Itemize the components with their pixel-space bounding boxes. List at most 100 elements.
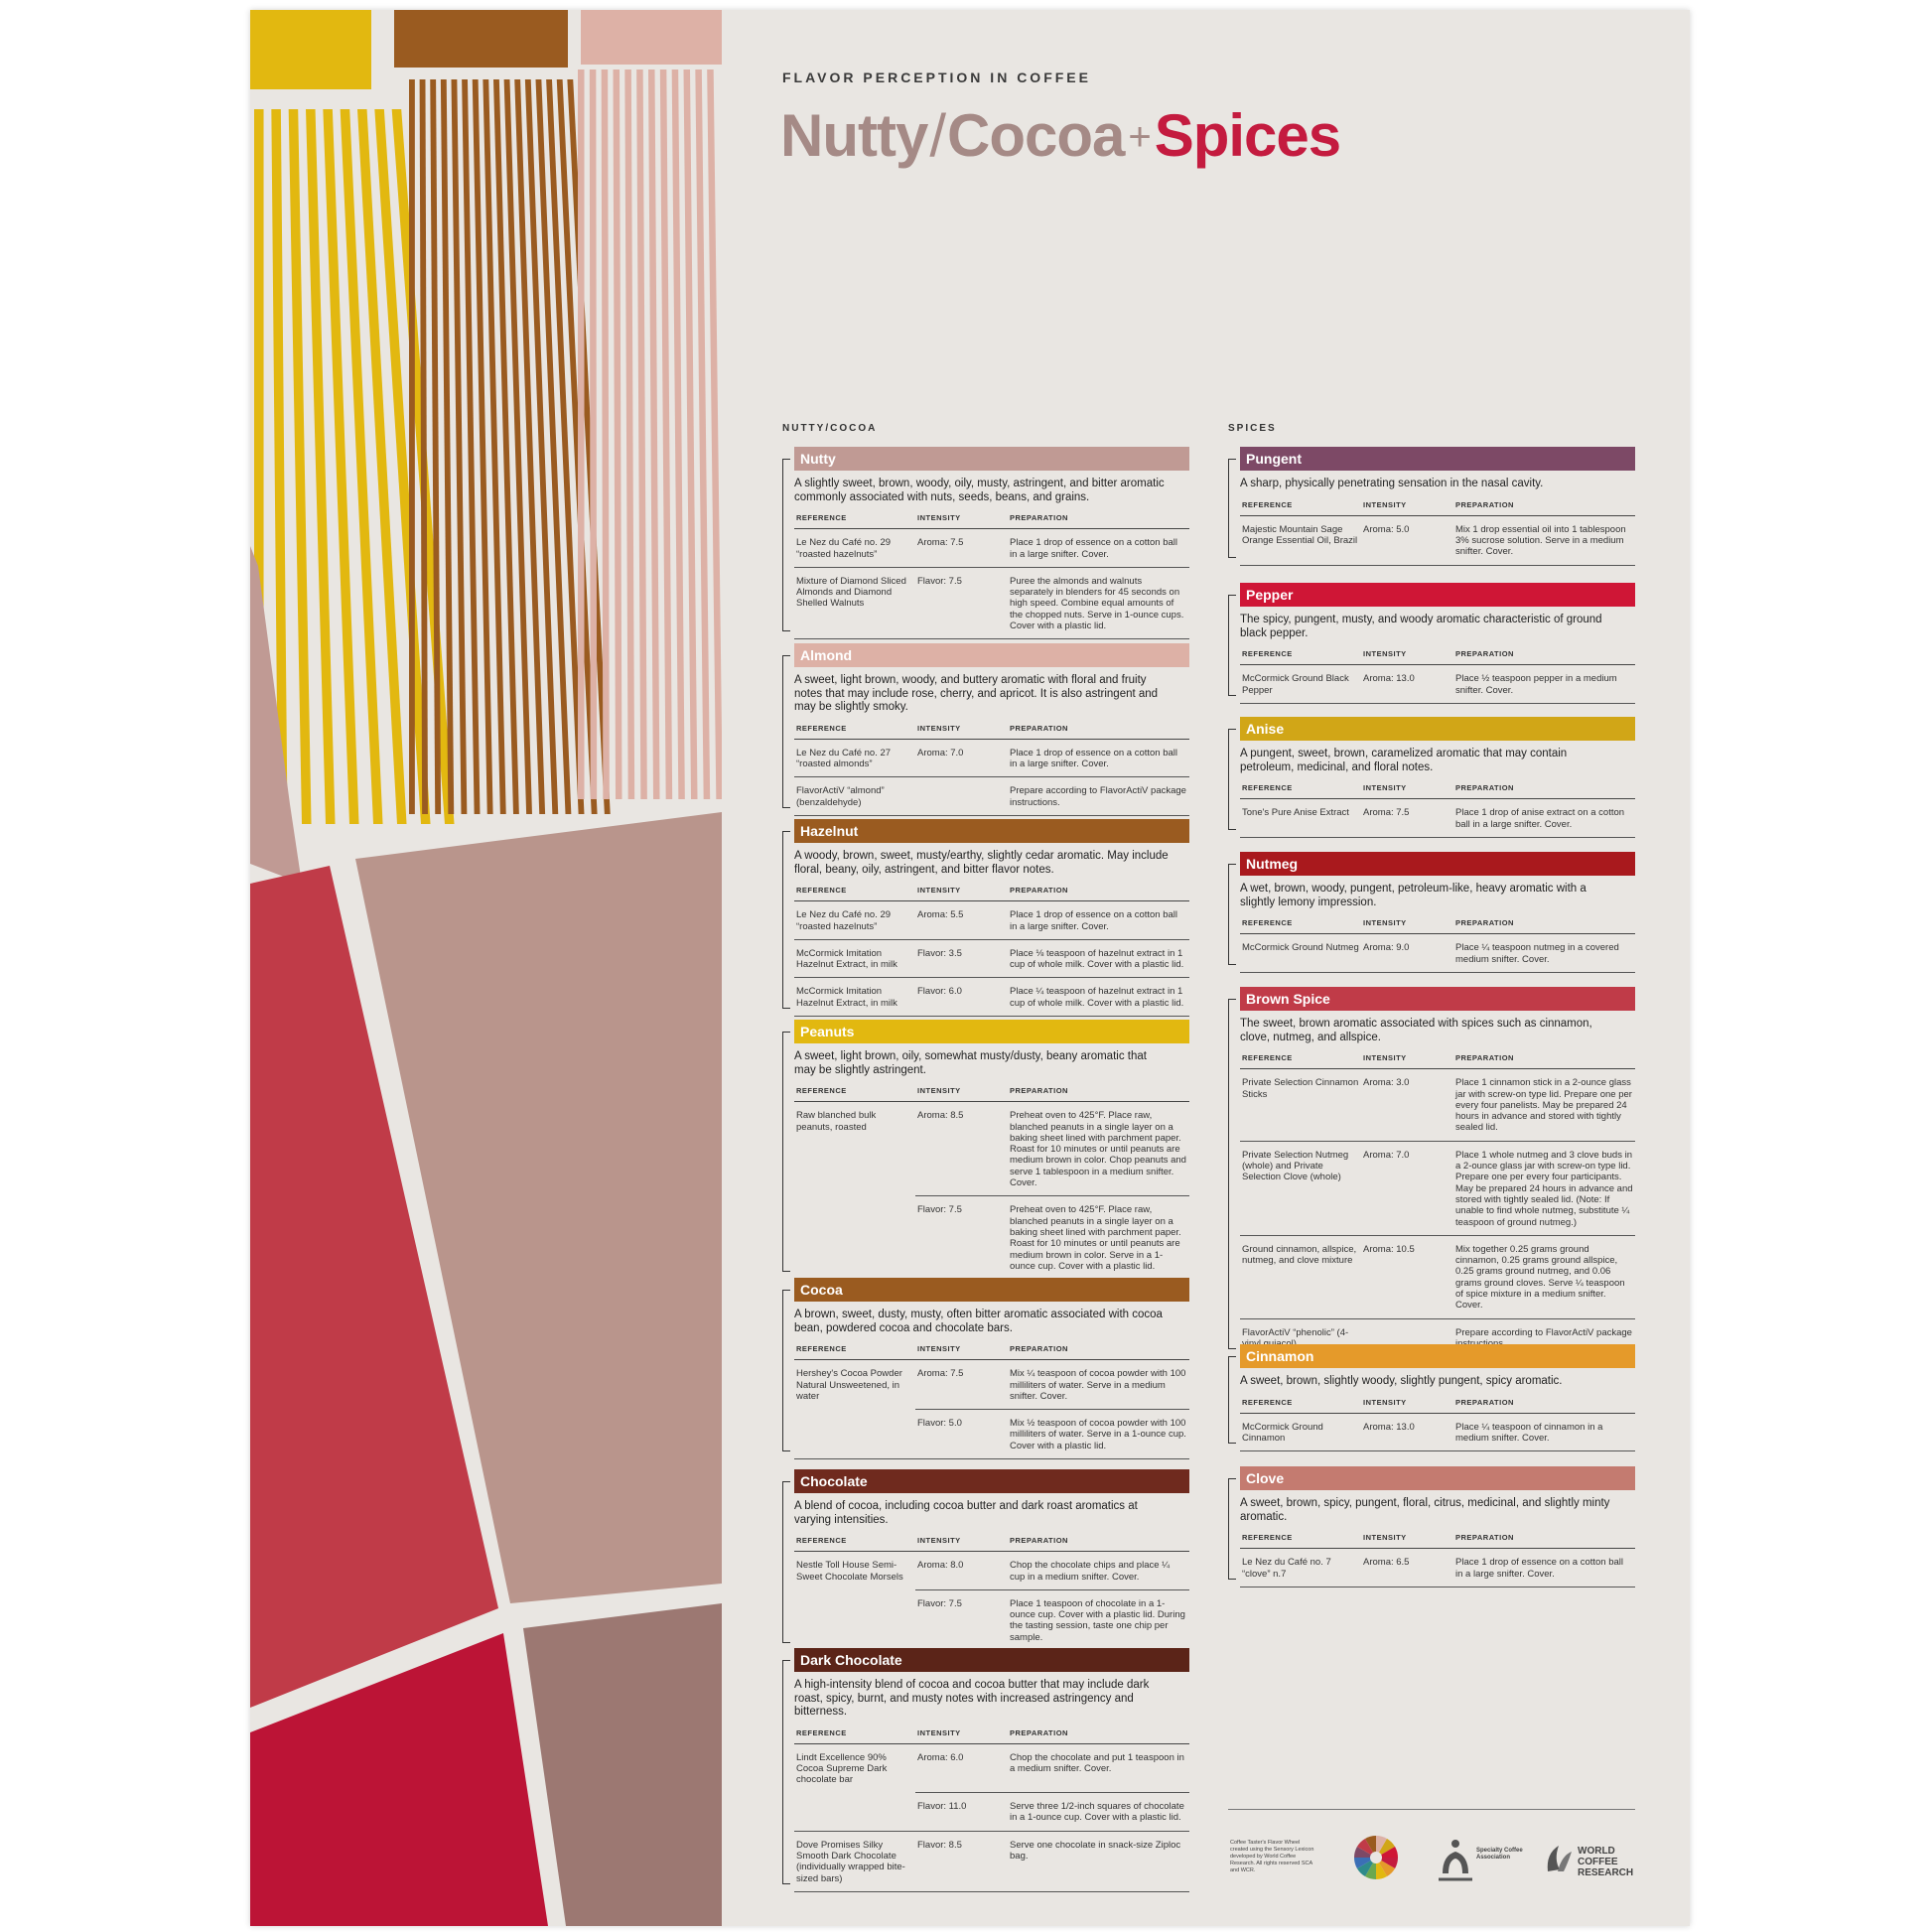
wheel-slice bbox=[1365, 1858, 1376, 1879]
cell-preparation: Place 1 cinnamon stick in a 2-ounce glas… bbox=[1453, 1068, 1635, 1142]
section-title-bar: Chocolate bbox=[794, 1469, 1189, 1493]
reference-table: REFERENCE INTENSITY PREPARATION Nestle Toll… bbox=[794, 1533, 1189, 1652]
section-description: The spicy, pungent, musty, and woody aro… bbox=[1240, 614, 1602, 639]
flavor-wheel-icon bbox=[1354, 1836, 1398, 1879]
art-stripe bbox=[472, 79, 493, 814]
wheel-center bbox=[1370, 1852, 1382, 1863]
art-stripe bbox=[357, 109, 407, 824]
cell-reference: Ground cinnamon, allspice, nutmeg, and c… bbox=[1240, 1235, 1361, 1319]
column-header-reference: REFERENCE bbox=[794, 1341, 915, 1361]
section-title-bar: Brown Spice bbox=[1240, 987, 1635, 1011]
section-bracket bbox=[782, 1660, 790, 1884]
column-header-intensity: INTENSITY bbox=[1361, 1050, 1453, 1070]
table-row: Flavor: 5.0 Mix ½ teaspoon of cocoa powde… bbox=[794, 1409, 1189, 1460]
cell-reference: FlavorActiV “almond” (benzaldehyde) bbox=[794, 776, 915, 816]
flavor-section-cinnamon: Cinnamon A sweet, brown, slightly woody, … bbox=[1228, 1344, 1635, 1452]
column-header-reference: REFERENCE bbox=[1240, 496, 1361, 516]
section-bracket bbox=[1228, 729, 1236, 830]
art-stripe bbox=[419, 79, 428, 814]
section-bracket bbox=[1228, 864, 1236, 965]
section-title-bar: Hazelnut bbox=[794, 819, 1189, 843]
cell-preparation: Place 1 teaspoon of chocolate in a 1-oun… bbox=[1008, 1589, 1189, 1652]
cell-preparation: Place ¼ teaspoon nutmeg in a covered med… bbox=[1453, 933, 1635, 973]
column-header-reference: REFERENCE bbox=[794, 1533, 915, 1553]
table-row: Flavor: 7.5 Place 1 teaspoon of chocolate… bbox=[794, 1589, 1189, 1652]
art-stripe bbox=[340, 109, 383, 824]
column-header-preparation: PREPARATION bbox=[1008, 1725, 1189, 1744]
column-header-intensity: INTENSITY bbox=[1361, 1530, 1453, 1550]
cell-preparation: Place 1 drop of essence on a cotton ball… bbox=[1453, 1548, 1635, 1587]
cell-intensity: Flavor: 7.5 bbox=[915, 1195, 1008, 1281]
section-description: A high-intensity blend of cocoa and coco… bbox=[794, 1679, 1150, 1718]
table-row: Lindt Excellence 90% Cocoa Supreme Dark … bbox=[794, 1743, 1189, 1794]
cell-intensity bbox=[915, 776, 1008, 816]
table-row: Dove Promises Silky Smooth Dark Chocolat… bbox=[794, 1831, 1189, 1892]
art-stripe bbox=[323, 109, 359, 824]
cell-intensity: Aroma: 13.0 bbox=[1361, 1413, 1453, 1452]
column-header-reference: REFERENCE bbox=[1240, 1394, 1361, 1414]
cell-preparation: Place 1 drop of essence on a cotton ball… bbox=[1008, 528, 1189, 568]
section-description: A blend of cocoa, including cocoa butter… bbox=[794, 1500, 1138, 1526]
credit-text: Coffee Taster's Flavor Wheel created usi… bbox=[1230, 1840, 1314, 1873]
column-header-preparation: PREPARATION bbox=[1008, 1533, 1189, 1553]
column-header-reference: REFERENCE bbox=[1240, 915, 1361, 935]
flavor-section-brown-spice: Brown Spice The sweet, brown aromatic ass… bbox=[1228, 987, 1635, 1358]
art-stripe bbox=[462, 79, 481, 814]
art-stripe bbox=[695, 69, 711, 799]
table-row: Tone's Pure Anise Extract Aroma: 7.5 Place… bbox=[1240, 798, 1635, 838]
table-row: McCormick Imitation Hazelnut Extract, in… bbox=[794, 939, 1189, 979]
section-bracket bbox=[1228, 999, 1236, 1350]
wheel-slice bbox=[1354, 1847, 1376, 1858]
art-stripe bbox=[374, 109, 431, 824]
section-description: A sweet, light brown, woody, and buttery… bbox=[794, 674, 1159, 713]
section-title-bar: Almond bbox=[794, 643, 1189, 667]
section-title-bar: Anise bbox=[1240, 717, 1635, 741]
column-header-intensity: INTENSITY bbox=[1361, 780, 1453, 800]
wheel-slice bbox=[1365, 1836, 1376, 1858]
reference-table: REFERENCE INTENSITY PREPARATION McCormick G… bbox=[1240, 646, 1635, 704]
cell-intensity: Aroma: 7.5 bbox=[915, 528, 1008, 568]
table-row: McCormick Ground Cinnamon Aroma: 13.0 Plac… bbox=[1240, 1413, 1635, 1452]
flavor-section-hazelnut: Hazelnut A woody, brown, sweet, musty/ear… bbox=[782, 819, 1189, 1018]
cell-intensity: Flavor: 6.0 bbox=[915, 977, 1008, 1018]
reference-table: REFERENCE INTENSITY PREPARATION Private Sel… bbox=[1240, 1050, 1635, 1358]
cell-preparation: Serve three 1/2-inch squares of chocolat… bbox=[1008, 1792, 1189, 1832]
almond-stripes bbox=[578, 69, 722, 799]
cell-intensity: Aroma: 10.5 bbox=[1361, 1235, 1453, 1319]
column-header-reference: REFERENCE bbox=[794, 720, 915, 740]
cell-reference: Private Selection Cinnamon Sticks bbox=[1240, 1068, 1361, 1142]
column-header-preparation: PREPARATION bbox=[1453, 1394, 1635, 1414]
flavor-section-peanuts: Peanuts A sweet, light brown, oily, somew… bbox=[782, 1020, 1189, 1281]
reference-table: REFERENCE INTENSITY PREPARATION Tone's Pure… bbox=[1240, 780, 1635, 838]
column-header-preparation: PREPARATION bbox=[1008, 1083, 1189, 1103]
art-stripe bbox=[683, 69, 698, 799]
wheel-slice bbox=[1356, 1838, 1376, 1858]
cell-preparation: Place ¼ teaspoon of cinnamon in a medium… bbox=[1453, 1413, 1635, 1452]
column-header-intensity: INTENSITY bbox=[1361, 496, 1453, 516]
reference-table: REFERENCE INTENSITY PREPARATION Raw blanche… bbox=[794, 1083, 1189, 1281]
flavor-section-cocoa: Cocoa A brown, sweet, dusty, musty, often… bbox=[782, 1278, 1189, 1460]
section-description: A woody, brown, sweet, musty/earthy, sli… bbox=[794, 850, 1169, 876]
cell-intensity: Flavor: 11.0 bbox=[915, 1792, 1008, 1832]
column-header-reference: REFERENCE bbox=[794, 510, 915, 530]
section-title-bar: Pepper bbox=[1240, 583, 1635, 607]
cell-intensity: Aroma: 7.0 bbox=[1361, 1141, 1453, 1236]
table-row: Mixture of Diamond Sliced Almonds and Di… bbox=[794, 567, 1189, 640]
section-title-bar: Nutty bbox=[794, 447, 1189, 471]
column-header-intensity: INTENSITY bbox=[915, 720, 1008, 740]
section-bracket bbox=[782, 655, 790, 808]
flavor-section-pungent: Pungent A sharp, physically penetrating s… bbox=[1228, 447, 1635, 566]
table-row: Le Nez du Café no. 27 “roasted almonds” A… bbox=[794, 739, 1189, 778]
reference-table: REFERENCE INTENSITY PREPARATION Le Nez du C… bbox=[1240, 1530, 1635, 1587]
section-title-bar: Cinnamon bbox=[1240, 1344, 1635, 1368]
flavor-section-chocolate: Chocolate A blend of cocoa, including coc… bbox=[782, 1469, 1189, 1652]
table-row: Private Selection Cinnamon Sticks Aroma: … bbox=[1240, 1068, 1635, 1142]
flavor-section-clove: Clove A sweet, brown, spicy, pungent, flo… bbox=[1228, 1466, 1635, 1587]
column-header-reference: REFERENCE bbox=[1240, 646, 1361, 666]
column-header-reference: REFERENCE bbox=[794, 1083, 915, 1103]
section-description: A sharp, physically penetrating sensatio… bbox=[1240, 478, 1544, 489]
cell-reference: Mixture of Diamond Sliced Almonds and Di… bbox=[794, 567, 915, 640]
right-column-heading: SPICES bbox=[1228, 423, 1277, 434]
column-header-preparation: PREPARATION bbox=[1453, 1050, 1635, 1070]
column-header-intensity: INTENSITY bbox=[915, 1725, 1008, 1744]
